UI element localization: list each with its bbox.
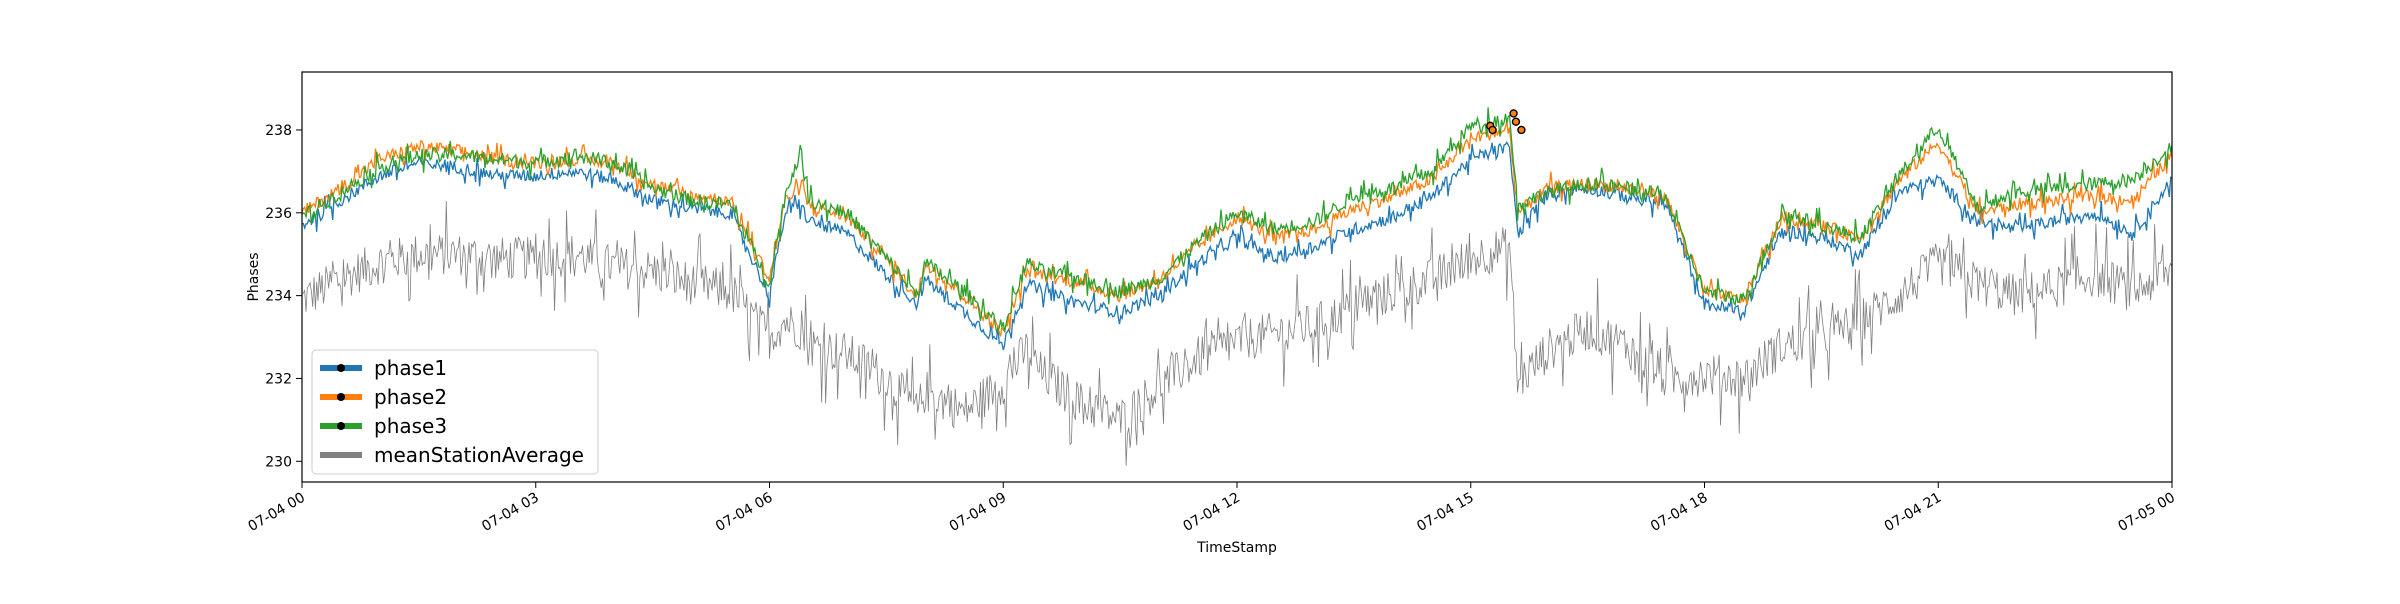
y-tick-label: 238 xyxy=(265,123,292,139)
series-line-meanStationAverage xyxy=(301,200,2173,466)
x-tick-label: 07-04 21 xyxy=(1882,490,1945,535)
highlight-marker xyxy=(1517,125,1526,135)
series-line-phase1 xyxy=(301,141,2173,351)
y-tick-label: 230 xyxy=(265,454,292,470)
y-tick-label: 236 xyxy=(265,206,292,222)
legend-label-meanStationAverage: meanStationAverage xyxy=(374,443,584,467)
highlight-markers xyxy=(1486,109,1526,135)
y-tick-label: 234 xyxy=(265,289,292,305)
x-tick-label: 07-04 15 xyxy=(1414,490,1477,535)
x-tick-label: 07-04 00 xyxy=(245,490,308,535)
legend-label-phase1: phase1 xyxy=(374,356,447,380)
legend-marker xyxy=(337,422,345,430)
x-axis-ticks: 07-04 00 07-04 03 07-04 06 07-04 09 07-04 12… xyxy=(245,482,2178,535)
legend-marker xyxy=(337,393,345,401)
legend-marker xyxy=(337,364,345,372)
legend-box xyxy=(311,349,599,475)
legend: phase1 phase2 phase3 meanStationAverage xyxy=(311,349,599,475)
series-line-phase3 xyxy=(301,107,2173,334)
series-layer xyxy=(301,107,2173,466)
highlight-marker xyxy=(1511,117,1521,126)
highlight-marker xyxy=(1488,125,1497,135)
x-tick-label: 07-04 18 xyxy=(1648,490,1711,535)
y-tick-label: 232 xyxy=(265,371,292,387)
y-axis-label: Phases xyxy=(246,252,262,301)
highlight-marker xyxy=(1509,109,1518,118)
series-line-phase2 xyxy=(301,121,2173,337)
x-tick-label: 07-04 03 xyxy=(479,490,542,535)
x-tick-label: 07-05 00 xyxy=(2115,490,2178,535)
legend-label-phase3: phase3 xyxy=(374,414,447,438)
y-axis-ticks: 230 232 234 236 238 xyxy=(265,123,302,470)
x-tick-label: 07-04 06 xyxy=(713,490,776,535)
legend-label-phase2: phase2 xyxy=(374,385,447,409)
x-axis-label: TimeStamp xyxy=(1196,540,1277,556)
x-tick-label: 07-04 09 xyxy=(947,490,1010,535)
x-tick-label: 07-04 12 xyxy=(1180,490,1243,535)
